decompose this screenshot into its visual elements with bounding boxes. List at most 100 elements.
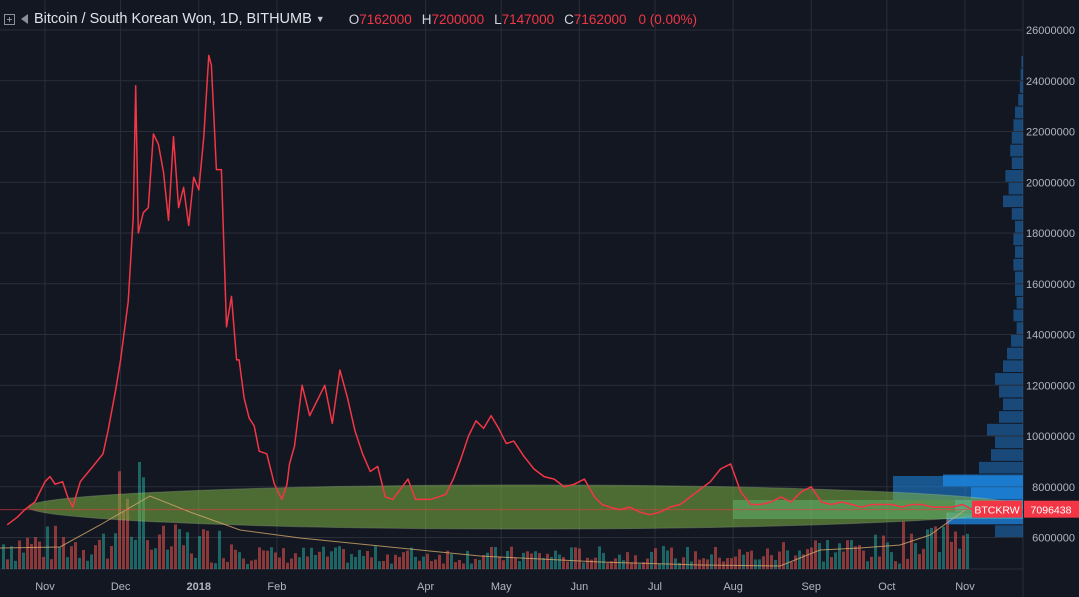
volume-profile-bar xyxy=(1003,360,1023,373)
volume-bar xyxy=(654,548,657,569)
volume-bar xyxy=(290,558,293,569)
volume-bar xyxy=(210,562,213,569)
volume-bar xyxy=(370,557,373,569)
volume-profile-bar xyxy=(1007,347,1023,360)
volume-bar xyxy=(394,554,397,569)
chevron-down-icon[interactable]: ▼ xyxy=(315,14,325,24)
flag-icon[interactable] xyxy=(21,14,28,24)
volume-profile-bar xyxy=(1011,132,1023,144)
volume-bar xyxy=(578,548,581,569)
volume-bar xyxy=(454,562,457,569)
volume-bar xyxy=(62,537,65,569)
volume-bar xyxy=(2,544,5,569)
volume-bar xyxy=(658,563,661,569)
volume-bar xyxy=(958,548,961,569)
last-price-label-box xyxy=(1024,500,1079,518)
y-tick-label: 6000000 xyxy=(1032,533,1075,545)
volume-bar xyxy=(798,550,801,569)
volume-bar xyxy=(962,535,965,569)
volume-bar xyxy=(190,553,193,569)
volume-bar xyxy=(726,558,729,569)
volume-bar xyxy=(102,533,105,569)
volume-bar xyxy=(174,524,177,569)
x-tick-label: Feb xyxy=(267,581,286,593)
volume-profile-bar xyxy=(947,512,1023,525)
volume-bar xyxy=(766,548,769,569)
volume-bar xyxy=(310,547,313,569)
volume-bar xyxy=(918,554,921,569)
volume-bar xyxy=(282,548,285,569)
volume-profile-bar xyxy=(1015,271,1023,284)
volume-bar xyxy=(38,541,41,569)
volume-bar xyxy=(250,560,253,569)
volume-bar xyxy=(146,540,149,569)
volume-bar xyxy=(366,551,369,569)
volume-bar xyxy=(362,556,365,569)
volume-bar xyxy=(90,554,93,569)
close-value: 7162000 xyxy=(573,11,627,27)
volume-bar xyxy=(430,561,433,569)
high-key: H xyxy=(421,11,432,27)
volume-bar xyxy=(338,546,341,569)
volume-bar xyxy=(818,542,821,569)
volume-bar xyxy=(730,558,733,569)
x-tick-label: Jun xyxy=(570,581,588,593)
volume-bar xyxy=(946,512,949,569)
volume-bar xyxy=(402,552,405,569)
volume-bar xyxy=(950,541,953,569)
volume-bar xyxy=(758,559,761,569)
volume-bar xyxy=(226,561,229,569)
volume-bar xyxy=(898,563,901,569)
volume-bar xyxy=(710,554,713,569)
volume-bar xyxy=(610,561,613,569)
volume-bar xyxy=(462,563,465,569)
volume-bar xyxy=(702,558,705,569)
volume-bar xyxy=(774,559,777,569)
volume-bar xyxy=(686,546,689,569)
volume-bar xyxy=(838,543,841,569)
volume-bar xyxy=(86,560,89,569)
volume-bar xyxy=(218,530,221,569)
expand-icon[interactable] xyxy=(4,13,15,25)
volume-bar xyxy=(446,550,449,569)
volume-bar xyxy=(34,537,37,569)
symbol-title[interactable]: Bitcoin / South Korean Won, 1D, BITHUMB xyxy=(34,11,312,27)
volume-bar xyxy=(470,563,473,569)
volume-bar xyxy=(206,530,209,569)
volume-bar xyxy=(298,557,301,569)
volume-bar xyxy=(346,562,349,569)
volume-bar xyxy=(278,557,281,569)
volume-bar xyxy=(930,527,933,569)
volume-bar xyxy=(674,558,677,569)
x-tick-label: 2018 xyxy=(187,581,211,593)
volume-bar xyxy=(350,554,353,569)
volume-profile-bar xyxy=(999,385,1023,398)
volume-bar xyxy=(358,549,361,569)
volume-bar xyxy=(478,559,481,569)
volume-bar xyxy=(910,533,913,569)
volume-bar xyxy=(198,536,201,569)
y-tick-label: 22000000 xyxy=(1026,127,1075,139)
volume-bar xyxy=(230,544,233,569)
y-tick-label: 24000000 xyxy=(1026,76,1075,88)
volume-profile-bar xyxy=(1018,93,1023,106)
volume-bar xyxy=(846,540,849,569)
volume-profile-bar xyxy=(1015,220,1023,233)
volume-bar xyxy=(678,562,681,569)
volume-bar xyxy=(306,556,309,569)
volume-bar xyxy=(22,552,25,569)
volume-bar xyxy=(558,554,561,569)
volume-bar xyxy=(118,471,121,569)
volume-profile-bar xyxy=(999,411,1023,423)
volume-bar xyxy=(882,535,885,569)
volume-bar xyxy=(826,540,829,569)
volume-bar xyxy=(82,549,85,569)
volume-bar xyxy=(94,545,97,569)
volume-profile-bar xyxy=(1020,68,1023,81)
volume-bar xyxy=(802,554,805,569)
volume-bar xyxy=(666,550,669,569)
volume-bar xyxy=(150,549,153,569)
volume-bar xyxy=(166,549,169,569)
volume-bar xyxy=(694,551,697,569)
